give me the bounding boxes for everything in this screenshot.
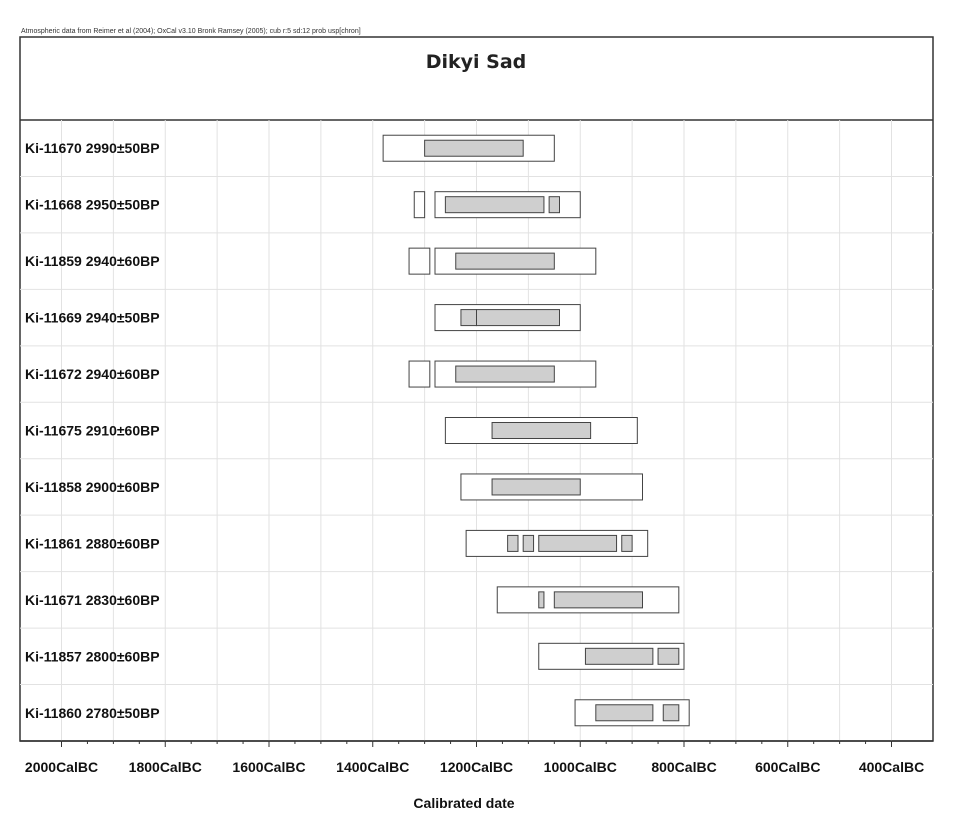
x-tick-label: 1000CalBC	[544, 759, 617, 775]
x-tick-label: 1600CalBC	[232, 759, 305, 775]
range-68-box	[424, 139, 524, 157]
range-68-box	[455, 365, 555, 383]
chart-title: Dikyi Sad	[426, 51, 527, 73]
range-68-box	[548, 196, 560, 214]
credit-text: Atmospheric data from Reimer et al (2004…	[21, 28, 361, 35]
range-68-box	[491, 422, 592, 439]
sample-row: Ki-11861 2880±60BP	[25, 529, 649, 557]
sample-row: Ki-11675 2910±60BP	[25, 417, 638, 444]
sample-label: Ki-11669 2940±50BP	[25, 310, 160, 326]
sample-label: Ki-11668 2950±50BP	[25, 197, 160, 213]
sample-row: Ki-11670 2990±50BP	[25, 134, 555, 162]
sample-label: Ki-11671 2830±60BP	[25, 592, 160, 608]
range-95-box	[460, 473, 643, 501]
sample-row: Ki-11859 2940±60BP	[25, 247, 597, 275]
range-68-box	[507, 534, 519, 552]
range-68-box	[538, 591, 545, 609]
range-68-box	[657, 647, 680, 665]
sample-label: Ki-11857 2800±60BP	[25, 648, 160, 664]
sample-label: Ki-11861 2880±60BP	[25, 535, 160, 551]
sample-label: Ki-11670 2990±50BP	[25, 140, 160, 156]
range-95-box	[408, 360, 431, 388]
range-95-box	[413, 191, 426, 219]
range-68-box	[522, 534, 535, 552]
sample-row: Ki-11860 2780±50BP	[25, 699, 690, 727]
sample-row: Ki-11857 2800±60BP	[25, 642, 685, 670]
x-axis-label: Calibrated date	[413, 795, 514, 811]
sample-label: Ki-11675 2910±60BP	[25, 423, 160, 439]
sample-row: Ki-11669 2940±50BP	[25, 304, 581, 332]
x-tick-label: 1200CalBC	[440, 759, 513, 775]
range-95-box	[408, 247, 431, 275]
rows-layer: Ki-11670 2990±50BP Ki-11668 2950±50BP Ki-1…	[25, 134, 690, 727]
range-68-box	[538, 534, 618, 552]
x-axis: 2000CalBC 1800CalBC 1600CalBC 1400CalBC 1200…	[20, 740, 933, 775]
sample-label: Ki-11859 2940±60BP	[25, 253, 160, 269]
sample-label: Ki-11858 2900±60BP	[25, 479, 160, 495]
range-68-box	[444, 196, 545, 214]
sample-row: Ki-11668 2950±50BP	[25, 191, 581, 219]
x-tick-label: 1400CalBC	[336, 759, 409, 775]
sample-row: Ki-11672 2940±60BP	[25, 360, 597, 388]
x-tick-label: 1800CalBC	[129, 759, 202, 775]
range-68-box	[455, 252, 555, 270]
range-68-box	[595, 704, 654, 722]
x-tick-label: 600CalBC	[755, 759, 820, 775]
range-68-box	[662, 704, 680, 722]
range-68-box	[460, 309, 477, 327]
range-68-box	[476, 309, 560, 327]
x-tick-label: 400CalBC	[859, 759, 924, 775]
sample-row: Ki-11671 2830±60BP	[25, 586, 680, 614]
range-68-box	[553, 591, 643, 609]
sample-label: Ki-11860 2780±50BP	[25, 705, 160, 721]
range-68-box	[584, 647, 654, 665]
sample-row: Ki-11858 2900±60BP	[25, 473, 643, 501]
x-tick-label: 2000CalBC	[25, 759, 98, 775]
sample-label: Ki-11672 2940±60BP	[25, 366, 160, 382]
x-tick-label: 800CalBC	[651, 759, 716, 775]
range-68-box	[491, 478, 581, 496]
range-68-box	[621, 534, 633, 552]
